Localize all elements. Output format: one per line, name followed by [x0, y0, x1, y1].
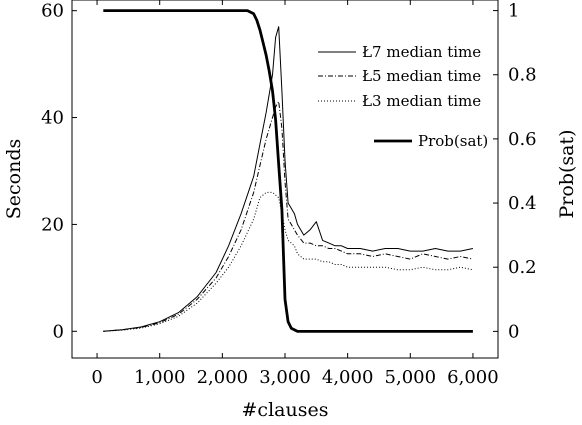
- legend-entry-prob-sat: Prob(sat): [374, 132, 488, 150]
- x-tick-label: 6,000: [447, 367, 499, 388]
- legend: Ł7 median time Ł5 median time Ł3 median …: [318, 43, 488, 150]
- tick-layer: 0 1,000 2,000 3,000 4,000 5,000 6,000 0 20 40 60 0 0…: [41, 0, 537, 388]
- y-axis-left-label: Seconds: [3, 139, 25, 220]
- series-layer: [103, 9, 474, 333]
- y-axis-right-label: Prob(sat): [556, 129, 578, 218]
- legend-label-l3: Ł3 median time: [362, 92, 481, 110]
- y-right-tick-label: 0.6: [508, 129, 537, 150]
- y-right-tick-label: 0.2: [508, 257, 537, 278]
- y-left-tick-label: 20: [41, 214, 64, 235]
- x-tick-label: 0: [91, 367, 102, 388]
- series-line-0: [103, 26, 474, 332]
- y-right-tick-label: 0.8: [508, 65, 537, 86]
- series-line-3: [103, 9, 473, 333]
- x-tick-label: 4,000: [322, 367, 374, 388]
- y-right-tick-label: 1: [508, 1, 519, 22]
- x-tick-label: 2,000: [197, 367, 249, 388]
- legend-label-l7: Ł7 median time: [362, 43, 481, 61]
- x-tick-label: 5,000: [385, 367, 437, 388]
- y-left-tick-label: 0: [53, 321, 64, 342]
- legend-entry-l3: Ł3 median time: [318, 92, 481, 110]
- y-left-tick-label: 40: [41, 108, 64, 129]
- y-right-tick-label: 0.4: [508, 193, 537, 214]
- legend-entry-l5: Ł5 median time: [318, 67, 481, 85]
- legend-label-l5: Ł5 median time: [362, 67, 481, 85]
- y-right-tick-label: 0: [508, 321, 519, 342]
- x-tick-label: 1,000: [134, 367, 186, 388]
- legend-entry-l7: Ł7 median time: [318, 43, 481, 61]
- x-tick-label: 3,000: [259, 367, 311, 388]
- legend-label-prob-sat: Prob(sat): [418, 132, 488, 150]
- y-left-tick-label: 60: [41, 1, 64, 22]
- x-axis-label: #clauses: [242, 399, 329, 421]
